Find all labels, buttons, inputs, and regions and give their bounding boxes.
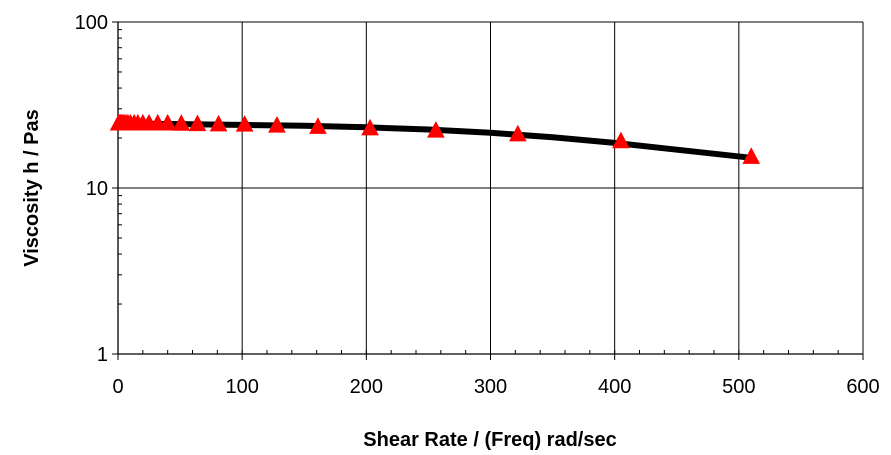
x-tick-label: 200 bbox=[350, 376, 383, 398]
y-axis-title: Viscosity h / Pas bbox=[21, 109, 43, 267]
y-tick-label: 1 bbox=[97, 344, 108, 366]
y-tick-label: 100 bbox=[75, 12, 108, 34]
data-point-triangle bbox=[742, 147, 761, 164]
x-tick-labels: 0 100 200 300 400 500 600 bbox=[112, 376, 879, 398]
data-point-triangle bbox=[209, 114, 228, 132]
x-tick-label: 100 bbox=[225, 376, 258, 398]
y-tick-label: 10 bbox=[86, 178, 108, 200]
data-point-triangle bbox=[361, 118, 379, 136]
data-point-triangle bbox=[508, 124, 527, 142]
x-tick-label: 300 bbox=[474, 376, 507, 398]
data-point-triangle bbox=[188, 114, 207, 132]
x-tick-label: 0 bbox=[112, 376, 123, 398]
data-point-triangle bbox=[309, 117, 327, 134]
tick-marks bbox=[112, 21, 864, 360]
data-point-triangle bbox=[158, 113, 177, 131]
data-series bbox=[109, 113, 761, 164]
data-point-triangle bbox=[268, 116, 286, 133]
data-point-triangle bbox=[612, 131, 630, 149]
data-point-triangle bbox=[235, 115, 254, 132]
data-point-triangle bbox=[427, 121, 445, 138]
x-tick-label: 600 bbox=[846, 376, 879, 398]
data-point-triangle bbox=[172, 114, 191, 131]
x-axis-title: Shear Rate / (Freq) rad/sec bbox=[363, 429, 616, 451]
x-tick-label: 400 bbox=[598, 376, 631, 398]
y-tick-labels: 1 10 100 bbox=[75, 12, 108, 366]
grid-lines bbox=[118, 21, 864, 354]
x-tick-label: 500 bbox=[722, 376, 755, 398]
